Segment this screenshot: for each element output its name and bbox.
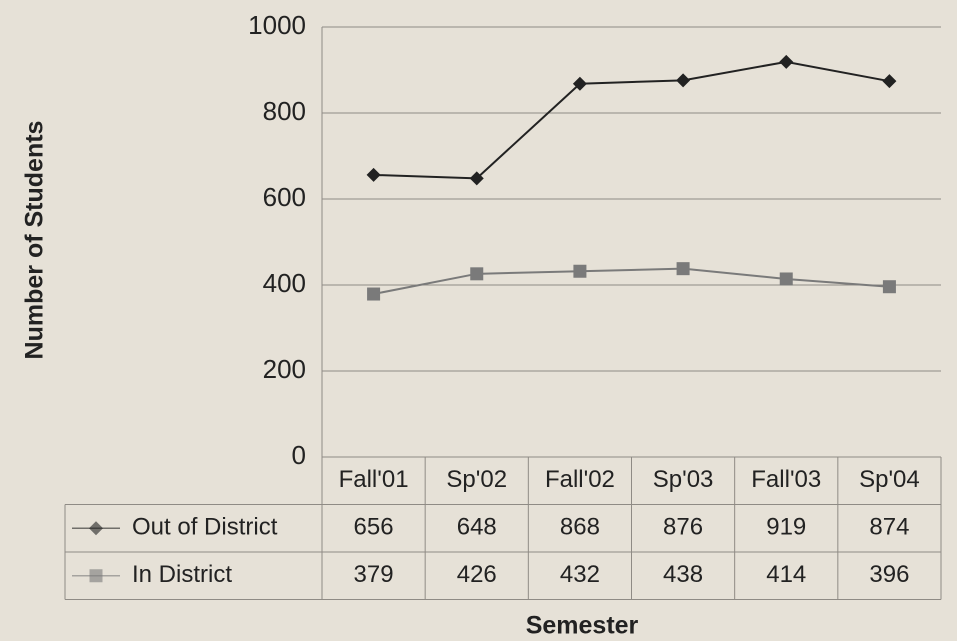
- table-value: 648: [457, 514, 497, 541]
- y-tick-label: 0: [292, 440, 306, 470]
- table-value: 876: [663, 514, 703, 541]
- legend-label: In District: [132, 561, 232, 588]
- x-tick-label: Fall'03: [751, 466, 821, 493]
- x-tick-label: Sp'04: [859, 466, 920, 493]
- table-value: 874: [869, 514, 909, 541]
- data-point: [572, 76, 587, 91]
- table-value: 656: [354, 514, 394, 541]
- y-tick-label: 1000: [248, 10, 306, 40]
- data-point: [779, 272, 793, 286]
- data-point: [469, 171, 484, 186]
- y-axis-label: Number of Students: [21, 121, 49, 360]
- y-tick-label: 800: [263, 96, 306, 126]
- table-value: 868: [560, 514, 600, 541]
- legend-label: Out of District: [132, 514, 278, 541]
- table-value: 919: [766, 514, 806, 541]
- table-value: 414: [766, 561, 806, 588]
- data-point: [470, 267, 484, 281]
- x-tick-label: Sp'02: [446, 466, 507, 493]
- table-value: 438: [663, 561, 703, 588]
- y-tick-label: 400: [263, 268, 306, 298]
- data-point: [779, 54, 794, 69]
- data-point: [573, 264, 587, 278]
- x-axis-label: Semester: [526, 612, 639, 640]
- table-value: 432: [560, 561, 600, 588]
- data-point: [366, 167, 381, 182]
- table-value: 396: [869, 561, 909, 588]
- x-tick-label: Fall'02: [545, 466, 615, 493]
- y-tick-label: 600: [263, 182, 306, 212]
- data-point: [882, 74, 897, 89]
- x-tick-label: Fall'01: [339, 466, 409, 493]
- series-line: [373, 60, 890, 180]
- y-tick-label: 200: [263, 354, 306, 384]
- series-line: [373, 267, 890, 296]
- table-value: 426: [457, 561, 497, 588]
- x-tick-label: Sp'03: [653, 466, 714, 493]
- legend-marker: [89, 521, 103, 536]
- data-point: [367, 287, 381, 301]
- data-point: [882, 280, 896, 294]
- table-value: 379: [354, 561, 394, 588]
- data-point: [676, 262, 690, 276]
- legend-marker: [89, 569, 103, 583]
- data-point: [676, 73, 691, 88]
